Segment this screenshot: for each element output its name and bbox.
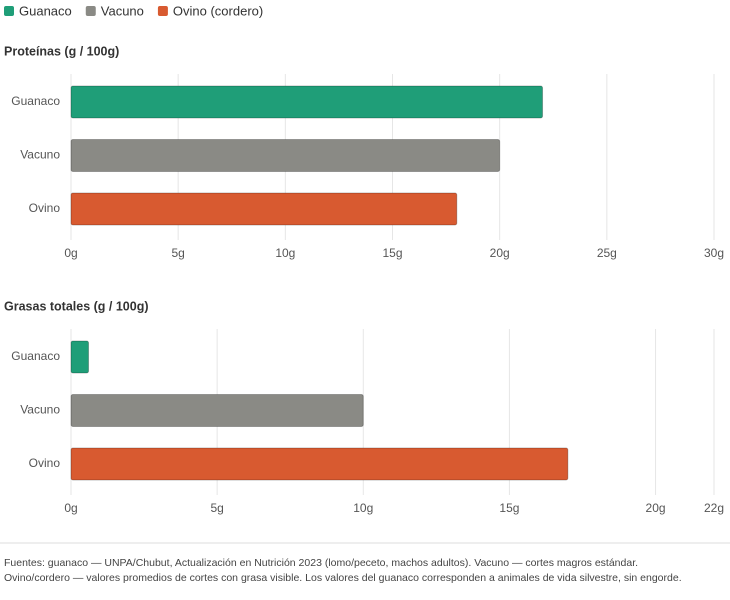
chart-title: Proteínas (g / 100g) <box>4 44 119 58</box>
bar <box>70 192 458 226</box>
footnote: Fuentes: guanaco — UNPA/Chubut, Actualiz… <box>4 557 638 569</box>
y-tick-label: Vacuno <box>20 403 60 417</box>
x-tick-label: 5g <box>210 501 223 515</box>
x-tick-label: 20g <box>646 501 666 515</box>
x-tick-label: 15g <box>382 246 402 260</box>
x-tick-label: 10g <box>275 246 295 260</box>
footnote: Ovino/cordero — valores promedios de cor… <box>4 572 682 584</box>
bar <box>70 139 501 172</box>
x-tick-label: 25g <box>597 246 617 260</box>
legend-label: Vacuno <box>101 3 144 18</box>
x-tick-label: 30g <box>704 246 724 260</box>
y-tick-label: Ovino <box>29 201 61 215</box>
y-tick-label: Vacuno <box>20 148 60 162</box>
legend-swatch <box>157 6 168 16</box>
bar <box>70 447 569 481</box>
legend-label: Ovino (cordero) <box>173 3 263 18</box>
x-tick-label: 0g <box>64 246 77 260</box>
legend-swatch <box>85 6 96 16</box>
y-tick-label: Ovino <box>29 456 61 470</box>
bar <box>70 394 364 427</box>
y-tick-label: Guanaco <box>11 94 60 108</box>
x-tick-label: 0g <box>64 501 77 515</box>
x-tick-label: 20g <box>490 246 510 260</box>
x-tick-label: 22g <box>704 501 724 515</box>
bar <box>70 340 90 374</box>
legend-label: Guanaco <box>19 3 72 18</box>
bar <box>70 85 544 119</box>
y-tick-label: Guanaco <box>11 349 60 363</box>
chart-title: Grasas totales (g / 100g) <box>4 299 149 313</box>
x-tick-label: 5g <box>171 246 184 260</box>
x-tick-label: 15g <box>499 501 519 515</box>
legend-swatch <box>4 6 14 16</box>
x-tick-label: 10g <box>353 501 373 515</box>
